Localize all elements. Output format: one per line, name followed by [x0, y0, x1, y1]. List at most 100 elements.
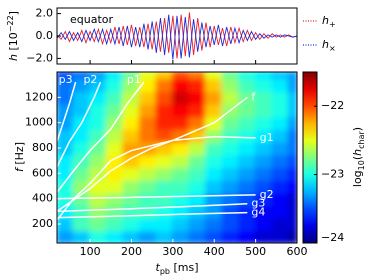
heatmap-cell	[89, 90, 108, 105]
heatmap-cell	[238, 166, 257, 181]
heatmap-cell	[204, 153, 224, 168]
heatmap-cell	[254, 128, 274, 143]
heatmap-cell	[271, 204, 290, 219]
heatmap-cell	[287, 115, 297, 130]
heatmap-cell	[105, 140, 125, 156]
heatmap-cell	[287, 216, 297, 232]
heatmap-cell	[254, 166, 274, 181]
x-tick-label: 400	[204, 245, 225, 258]
heatmap-cell	[204, 229, 224, 243]
heatmap-cell	[138, 191, 158, 206]
heatmap-cell	[72, 204, 92, 219]
heatmap-cell	[122, 229, 141, 243]
heatmap-cell	[155, 102, 174, 118]
heatmap-cell	[122, 216, 141, 232]
x-tick-label: 500	[245, 245, 266, 258]
heatmap-cell	[89, 204, 108, 219]
heatmap-cell	[287, 72, 297, 80]
colorbar	[302, 71, 318, 244]
legend-label: h×	[322, 38, 336, 53]
heatmap-cell	[72, 216, 92, 232]
curve-label: g4	[251, 206, 265, 219]
heatmap-cell	[155, 204, 174, 219]
heatmap-cell	[204, 178, 224, 194]
heatmap-cell	[238, 77, 257, 92]
heatmap-cell	[238, 128, 257, 143]
heatmap-cell	[271, 178, 290, 194]
y-tick-label: 200	[32, 217, 53, 230]
heatmap-cell	[221, 229, 241, 243]
heatmap-cell	[155, 166, 174, 181]
heatmap-cell	[238, 178, 257, 194]
heatmap-cell	[122, 115, 141, 130]
heatmap-cell	[57, 77, 75, 92]
heatmap-cell	[188, 191, 207, 206]
curve-label: p2	[83, 73, 97, 86]
heatmap-cell	[89, 102, 108, 118]
heatmap-cell	[105, 178, 125, 194]
heatmap-cell	[89, 216, 108, 232]
heatmap-cell	[122, 72, 141, 80]
heatmap-cell	[138, 77, 158, 92]
heatmap-cell	[155, 216, 174, 232]
heatmap-cell	[171, 72, 191, 80]
heatmap-cell	[271, 216, 290, 232]
heatmap-cell	[72, 140, 92, 156]
heatmap-cell	[89, 77, 108, 92]
heatmap-cell	[171, 90, 191, 105]
heatmap-cell	[254, 72, 274, 80]
heatmap-cell	[171, 153, 191, 168]
mode-curve	[57, 96, 248, 221]
heatmap-cell	[122, 191, 141, 206]
heatmap	[57, 72, 297, 243]
heatmap-cell	[254, 153, 274, 168]
heatmap-cell	[188, 77, 207, 92]
y-tick-label: 400	[32, 192, 53, 205]
heatmap-cell	[287, 128, 297, 143]
heatmap-cell	[138, 72, 158, 80]
heatmap-cell	[287, 166, 297, 181]
x-tick-label: 300	[162, 245, 183, 258]
heatmap-cell	[122, 77, 141, 92]
heatmap-cell	[122, 178, 141, 194]
colorbar-tick-label: −23	[321, 168, 344, 181]
heatmap-cell	[271, 140, 290, 156]
heatmap-cell	[271, 77, 290, 92]
waveform-line	[57, 14, 297, 60]
heatmap-cell	[271, 128, 290, 143]
heatmap-cell	[254, 216, 274, 232]
heatmap-cell	[204, 191, 224, 206]
heatmap-cell	[138, 166, 158, 181]
heatmap-cell	[254, 178, 274, 194]
heatmap-cell	[171, 166, 191, 181]
heatmap-cell	[105, 102, 125, 118]
heatmap-cell	[221, 166, 241, 181]
heatmap-cell	[72, 77, 92, 92]
heatmap-cell	[204, 102, 224, 118]
heatmap-cell	[204, 216, 224, 232]
heatmap-cell	[271, 102, 290, 118]
curve-label: f	[251, 90, 256, 103]
top-y-label: h [10−22]	[6, 11, 21, 61]
mode-curve	[57, 194, 256, 200]
heatmap-cell	[89, 140, 108, 156]
heatmap-cell	[287, 102, 297, 118]
y-tick-label: 1200	[25, 90, 53, 103]
heatmap-cell	[271, 90, 290, 105]
mode-curve	[57, 81, 145, 193]
heatmap-cell	[221, 216, 241, 232]
heatmap-cell	[221, 77, 241, 92]
heatmap-cell	[238, 115, 257, 130]
x-label: tpb [ms]	[155, 261, 198, 276]
heatmap-cell	[188, 229, 207, 243]
waveform-line	[57, 12, 297, 59]
axes-frame	[56, 7, 298, 65]
mode-curve	[57, 81, 77, 142]
heatmap-cell	[204, 128, 224, 143]
heatmap-cell	[155, 90, 174, 105]
mode-curve	[57, 211, 248, 219]
heatmap-cell	[72, 72, 92, 80]
heatmap-cell	[105, 166, 125, 181]
heatmap-cell	[287, 178, 297, 194]
